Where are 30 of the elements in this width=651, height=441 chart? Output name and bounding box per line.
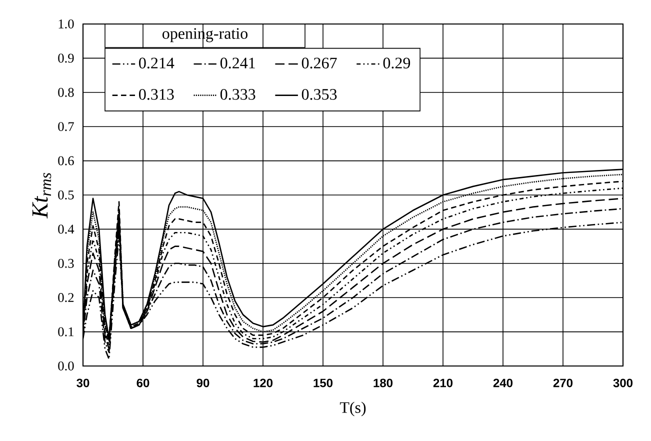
x-tick-label: 150 (314, 378, 333, 388)
x-tick-label: 90 (196, 378, 210, 388)
x-tick-label: 300 (613, 378, 633, 388)
y-tick-label: 0.5 (58, 190, 74, 200)
legend-label: 0.353 (302, 88, 337, 100)
y-tick-label: 0.4 (58, 224, 74, 234)
y-tick-label: 0.3 (58, 258, 74, 268)
x-axis-title: T(s) (340, 402, 366, 416)
legend-label: 0.267 (302, 58, 337, 69)
y-tick-label: 0.7 (58, 122, 74, 132)
x-tick-label: 30 (76, 378, 90, 388)
x-tick-label: 60 (136, 378, 150, 388)
y-tick-label: 1.0 (58, 19, 74, 29)
legend-label: 0.214 (139, 58, 174, 69)
legend-label: 0.29 (383, 58, 410, 69)
y-tick-label: 0.1 (58, 327, 74, 336)
legend-label: 0.313 (139, 88, 174, 100)
x-tick-label: 210 (433, 378, 453, 388)
y-tick-label: 0.0 (58, 361, 74, 371)
x-tick-label: 180 (374, 378, 393, 388)
y-tick-label: 0.2 (58, 293, 74, 302)
y-tick-label: 0.9 (58, 54, 74, 63)
legend-label: 0.333 (220, 88, 256, 100)
y-tick-label: 0.8 (58, 88, 74, 97)
x-tick-label: 270 (553, 378, 573, 388)
y-tick-label: 0.6 (58, 156, 74, 166)
legend-label: 0.241 (220, 58, 255, 69)
x-tick-label: 120 (254, 378, 273, 388)
y-axis-title: Kt$_{rms}$ (32, 172, 52, 218)
x-tick-label: 240 (493, 378, 513, 388)
